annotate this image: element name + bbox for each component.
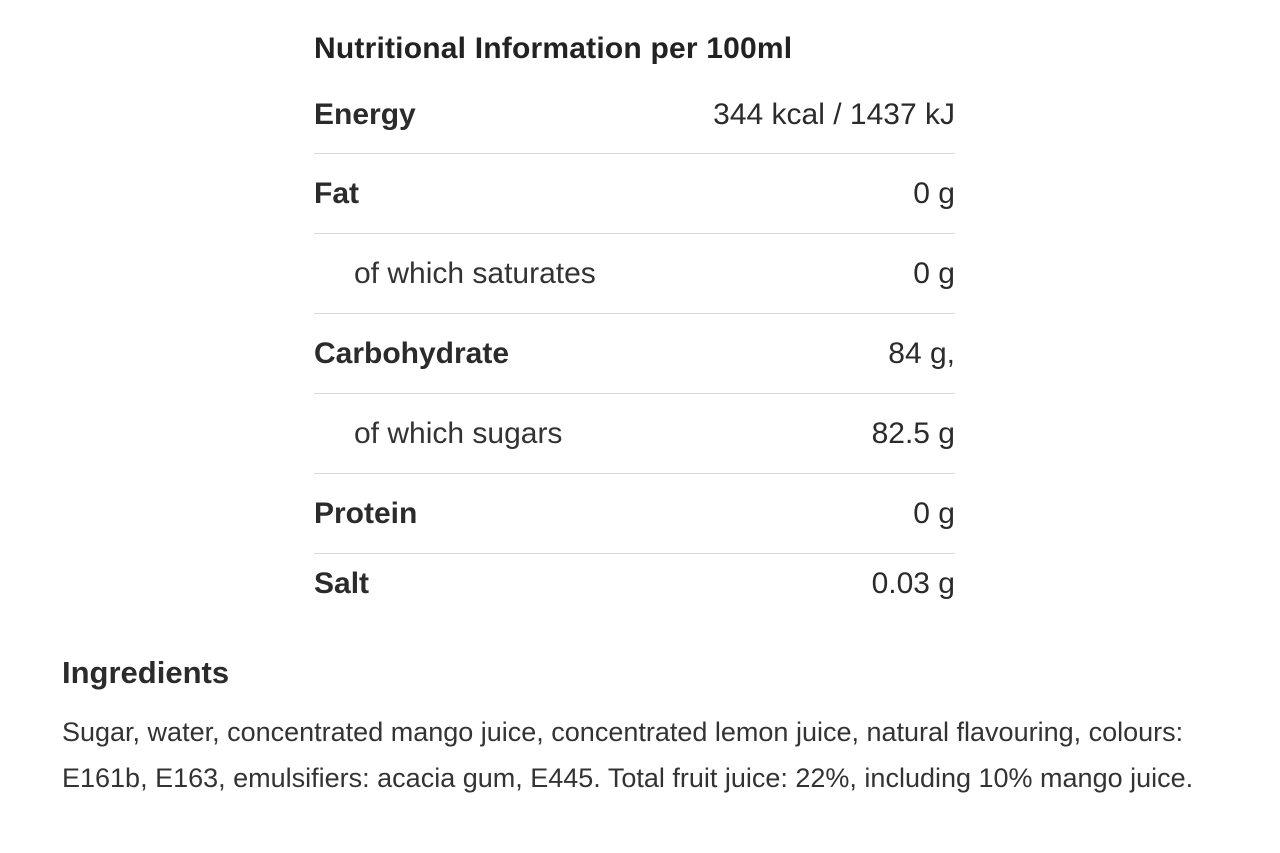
ingredients-section: Ingredients Sugar, water, concentrated m… bbox=[62, 650, 1242, 801]
nutrition-panel: Nutritional Information per 100ml Energy… bbox=[314, 24, 955, 614]
nutrient-label: of which sugars bbox=[354, 416, 563, 450]
nutrition-row-protein: Protein 0 g bbox=[314, 474, 955, 554]
nutrition-row-carbohydrate: Carbohydrate 84 g, bbox=[314, 314, 955, 394]
nutrition-row-sugars: of which sugars 82.5 g bbox=[314, 394, 955, 474]
nutrition-row-salt: Salt 0.03 g bbox=[314, 554, 955, 614]
nutrient-label: Energy bbox=[314, 97, 416, 131]
nutrient-label: Salt bbox=[314, 567, 370, 600]
nutrient-label: of which saturates bbox=[354, 256, 596, 290]
nutrition-row-saturates: of which saturates 0 g bbox=[314, 234, 955, 314]
nutrient-value: 0.03 g bbox=[871, 567, 955, 600]
nutrient-value: 82.5 g bbox=[871, 416, 955, 450]
nutrition-title: Nutritional Information per 100ml bbox=[314, 32, 793, 65]
nutrition-row-energy: Energy 344 kcal / 1437 kJ bbox=[314, 76, 955, 154]
nutrient-label: Protein bbox=[314, 496, 418, 530]
nutrient-value: 0 g bbox=[913, 176, 955, 210]
ingredients-text: Sugar, water, concentrated mango juice, … bbox=[62, 717, 1194, 793]
nutrient-value: 0 g bbox=[913, 256, 955, 290]
nutrient-label: Fat bbox=[314, 176, 359, 210]
nutrient-label: Carbohydrate bbox=[314, 336, 510, 370]
nutrient-value: 344 kcal / 1437 kJ bbox=[713, 97, 955, 131]
ingredients-heading: Ingredients bbox=[62, 655, 230, 690]
nutrient-value: 84 g, bbox=[888, 336, 955, 370]
nutrient-value: 0 g bbox=[913, 496, 955, 530]
nutrition-table: Energy 344 kcal / 1437 kJ Fat 0 g of whi… bbox=[314, 76, 955, 614]
nutrition-row-fat: Fat 0 g bbox=[314, 154, 955, 234]
